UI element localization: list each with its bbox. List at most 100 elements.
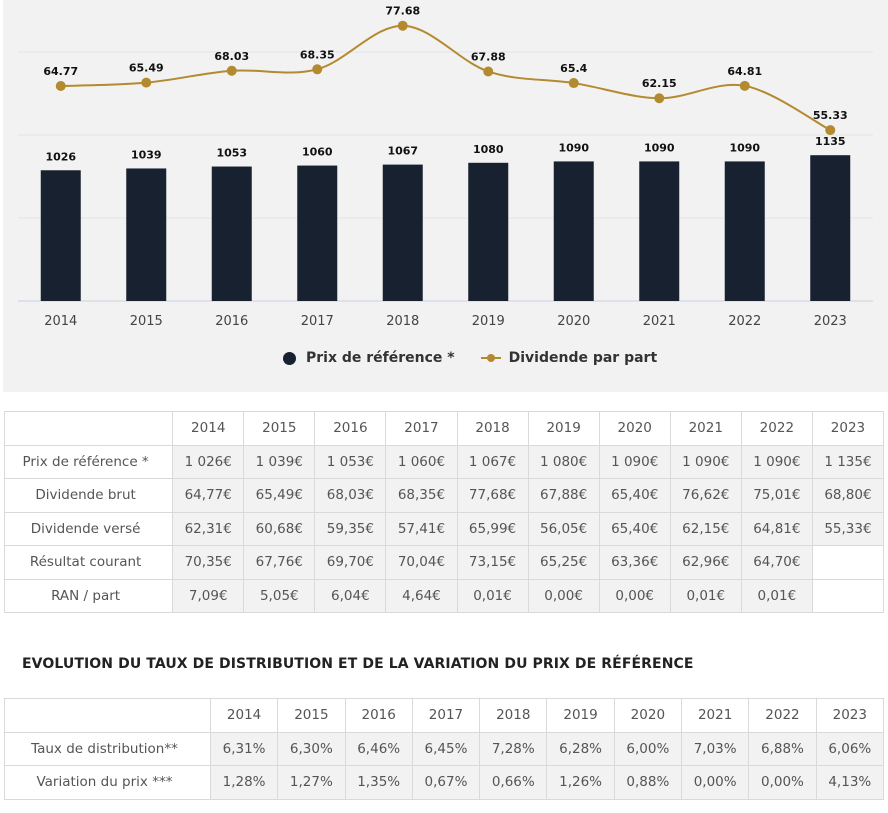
bar xyxy=(810,155,851,301)
line-value-label: 64.77 xyxy=(43,65,78,78)
year-header: 2020 xyxy=(598,411,671,446)
table-cell: 57,41€ xyxy=(385,511,458,546)
line-point xyxy=(654,93,665,104)
table-cell: 55,33€ xyxy=(811,511,885,546)
bar xyxy=(639,161,680,301)
table-cell: 68,03€ xyxy=(314,478,387,513)
table-cell: 1 135€ xyxy=(811,444,885,479)
table-cell: 1 090€ xyxy=(669,444,742,479)
table-cell: 7,09€ xyxy=(172,578,245,613)
table-cell: 64,81€ xyxy=(740,511,813,546)
table-cell: 60,68€ xyxy=(243,511,316,546)
table-cell: 62,96€ xyxy=(669,545,742,580)
x-tick-label: 2019 xyxy=(472,314,505,329)
table-cell: 1,35% xyxy=(344,765,413,800)
table-cell: 65,40€ xyxy=(598,511,671,546)
bar-value-label: 1067 xyxy=(387,145,418,158)
table-cell xyxy=(811,545,885,580)
table-cell: 6,06% xyxy=(815,731,885,766)
table-cell: 5,05€ xyxy=(243,578,316,613)
table-row: Taux de distribution** 6,31% 6,30% 6,46% 6,4… xyxy=(4,731,885,766)
chart-legend: Prix de référence * Dividende par part xyxy=(283,350,683,366)
table-cell: 0,01€ xyxy=(456,578,529,613)
table-cell xyxy=(811,578,885,613)
table-row: Résultat courant 70,35€ 67,76€ 69,70€ 70,04€… xyxy=(3,545,885,580)
table-cell: 6,28% xyxy=(546,731,615,766)
table-cell: 4,64€ xyxy=(385,578,458,613)
year-header: 2023 xyxy=(815,698,885,733)
year-header: 2022 xyxy=(748,698,817,733)
x-tick-label: 2017 xyxy=(301,314,334,329)
year-header: 2018 xyxy=(456,411,529,446)
table-cell: 62,31€ xyxy=(172,511,245,546)
table-cell: 68,80€ xyxy=(811,478,885,513)
table-cell: 1 039€ xyxy=(243,444,316,479)
line-value-label: 67.88 xyxy=(471,50,506,63)
table-cell: 6,31% xyxy=(209,731,279,766)
table-cell: 1,27% xyxy=(277,765,346,800)
year-header: 2021 xyxy=(680,698,750,733)
table-cell: 1 080€ xyxy=(527,444,600,479)
year-header: 2020 xyxy=(613,698,683,733)
table-cell: 1 053€ xyxy=(314,444,387,479)
row-label: Taux de distribution** xyxy=(4,731,211,766)
table-cell: 0,00% xyxy=(680,765,750,800)
year-header: 2017 xyxy=(411,698,481,733)
table-cell: 0,01€ xyxy=(669,578,742,613)
table-cell: 0,00% xyxy=(748,765,817,800)
dividend-line xyxy=(60,24,831,131)
year-header: 2016 xyxy=(344,698,413,733)
line-point xyxy=(226,65,237,76)
table-cell: 65,25€ xyxy=(527,545,600,580)
year-header: 2015 xyxy=(243,411,316,446)
line-point xyxy=(312,64,323,75)
bar xyxy=(40,170,81,301)
line-value-label: 65.4 xyxy=(560,62,587,75)
line-point xyxy=(483,66,494,77)
bar xyxy=(126,168,167,301)
distribution-table: 2014 2015 2016 2017 2018 2019 2020 2021 2022 2023… xyxy=(4,698,885,800)
table-cell: 6,45% xyxy=(411,731,481,766)
bar-value-label: 1135 xyxy=(815,135,846,148)
table-row: Dividende brut 64,77€ 65,49€ 68,03€ 68,35€ 77… xyxy=(3,478,885,513)
table-cell: 65,99€ xyxy=(456,511,529,546)
year-header: 2019 xyxy=(546,698,615,733)
legend-item-bar[interactable]: Prix de référence * xyxy=(283,350,455,366)
table-cell: 65,49€ xyxy=(243,478,316,513)
table-cell: 0,00€ xyxy=(598,578,671,613)
table-header-row: 2014 2015 2016 2017 2018 2019 2020 2021 2022 2023 xyxy=(3,411,885,446)
table-cell: 1 090€ xyxy=(740,444,813,479)
year-header: 2023 xyxy=(811,411,885,446)
year-header: 2017 xyxy=(385,411,458,446)
chart-panel: 1026 1039 1053 1060 1067 1080 1090 1090 1090 1135… xyxy=(3,0,888,392)
financial-table: 2014 2015 2016 2017 2018 2019 2020 2021 2022 2023… xyxy=(3,411,885,613)
line-point xyxy=(141,77,152,88)
x-tick-label: 2016 xyxy=(215,314,248,329)
legend-item-line[interactable]: Dividende par part xyxy=(480,350,658,366)
year-header: 2014 xyxy=(172,411,245,446)
bar xyxy=(468,162,509,301)
bar-value-label: 1060 xyxy=(302,146,333,159)
bar-value-label: 1090 xyxy=(558,141,589,154)
combo-chart: 1026 1039 1053 1060 1067 1080 1090 1090 1090 1135… xyxy=(18,5,873,329)
legend-bar-label: Prix de référence * xyxy=(306,350,455,366)
table-cell: 64,77€ xyxy=(172,478,245,513)
table-cell: 69,70€ xyxy=(314,545,387,580)
x-tick-label: 2018 xyxy=(386,314,419,329)
table-cell: 62,15€ xyxy=(669,511,742,546)
line-value-label: 68.03 xyxy=(214,50,249,63)
line-point xyxy=(568,78,579,89)
x-tick-label: 2023 xyxy=(814,314,847,329)
bar-value-label: 1090 xyxy=(644,141,675,154)
line-value-label: 65.49 xyxy=(129,62,164,75)
legend-line-label: Dividende par part xyxy=(508,350,658,366)
year-header: 2022 xyxy=(740,411,813,446)
header-corner xyxy=(4,698,211,733)
bar xyxy=(553,161,594,301)
x-tick-label: 2022 xyxy=(728,314,761,329)
table-cell: 65,40€ xyxy=(598,478,671,513)
bar-value-label: 1090 xyxy=(729,141,760,154)
line-value-label: 77.68 xyxy=(385,5,420,18)
year-header: 2019 xyxy=(527,411,600,446)
section-title: EVOLUTION DU TAUX DE DISTRIBUTION ET DE … xyxy=(22,656,694,672)
